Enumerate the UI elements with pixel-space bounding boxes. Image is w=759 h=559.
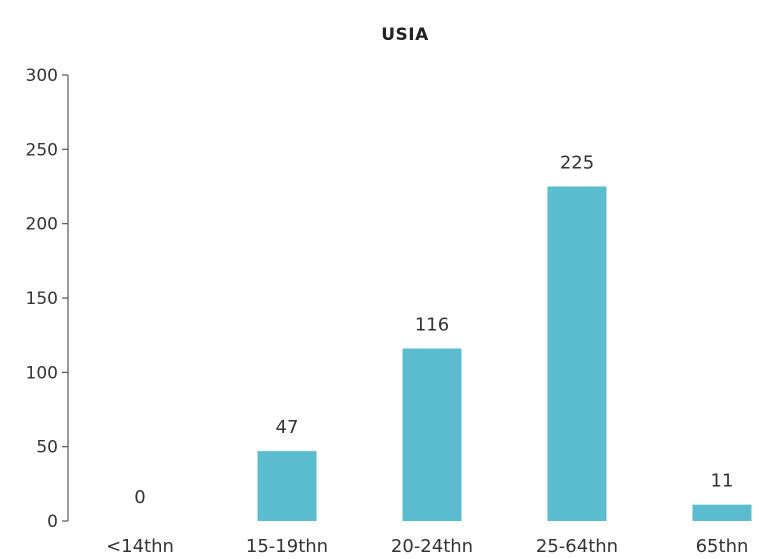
bar-value-label: 0 — [134, 487, 145, 508]
chart-title: USIA — [381, 25, 429, 45]
y-tick-label: 250 — [26, 140, 58, 160]
x-category-label: 25-64thn — [536, 536, 618, 557]
bar-value-label: 47 — [276, 417, 299, 438]
y-tick-label: 100 — [26, 363, 58, 383]
bar — [547, 186, 607, 521]
y-tick-label: 50 — [36, 438, 58, 458]
bar-value-label: 225 — [560, 153, 594, 174]
data-labels: 0 47 116 225 11 — [134, 153, 733, 509]
bar — [257, 451, 317, 521]
bar-value-label: 116 — [415, 315, 449, 336]
bars — [257, 186, 752, 521]
bar-value-label: 11 — [711, 471, 734, 492]
bar — [402, 348, 462, 521]
x-category-label: <14thn — [106, 536, 174, 557]
y-tick-label: 150 — [26, 289, 58, 309]
y-axis-ticks: 0 50 100 150 200 250 300 — [26, 66, 68, 532]
y-tick-label: 0 — [47, 512, 58, 532]
x-axis-labels: <14thn 15-19thn 20-24thn 25-64thn 65thn — [106, 536, 748, 557]
x-category-label: 20-24thn — [391, 536, 473, 557]
y-tick-label: 300 — [26, 66, 58, 86]
bar — [692, 504, 752, 521]
x-category-label: 65thn — [696, 536, 749, 557]
x-category-label: 15-19thn — [246, 536, 328, 557]
y-tick-label: 200 — [26, 215, 58, 235]
